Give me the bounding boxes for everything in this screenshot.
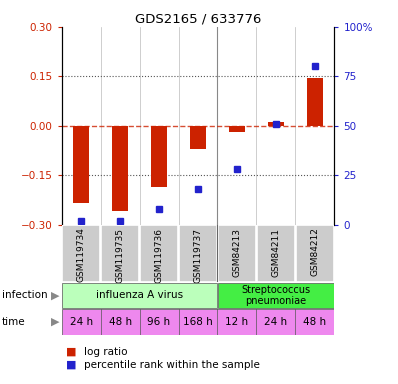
Bar: [140, 225, 178, 282]
Text: log ratio: log ratio: [84, 347, 127, 357]
Bar: [62, 225, 100, 282]
Text: GSM84212: GSM84212: [310, 227, 319, 276]
Bar: [151, 126, 167, 187]
Text: GSM84211: GSM84211: [271, 227, 281, 276]
Bar: [190, 126, 206, 149]
Text: 48 h: 48 h: [109, 317, 132, 327]
Bar: [229, 126, 245, 132]
Bar: [296, 225, 334, 282]
Text: GSM119737: GSM119737: [193, 227, 203, 283]
Bar: [101, 225, 139, 282]
Text: ■: ■: [66, 360, 76, 370]
Bar: [218, 225, 256, 282]
Text: GSM119736: GSM119736: [154, 227, 164, 283]
Text: 48 h: 48 h: [303, 317, 326, 327]
Bar: [62, 283, 217, 308]
Bar: [112, 126, 128, 212]
Text: 24 h: 24 h: [264, 317, 287, 327]
Bar: [218, 283, 334, 308]
Title: GDS2165 / 633776: GDS2165 / 633776: [135, 13, 261, 26]
Text: 96 h: 96 h: [148, 317, 171, 327]
Text: Streptococcus
pneumoniae: Streptococcus pneumoniae: [241, 285, 310, 306]
Text: 168 h: 168 h: [183, 317, 213, 327]
Bar: [268, 122, 284, 126]
Text: ▶: ▶: [51, 317, 59, 327]
Text: GSM119734: GSM119734: [77, 227, 86, 282]
Text: infection: infection: [2, 290, 48, 300]
Bar: [179, 225, 217, 282]
Text: 12 h: 12 h: [225, 317, 248, 327]
Text: time: time: [2, 317, 25, 327]
Bar: [73, 126, 89, 203]
Text: 24 h: 24 h: [70, 317, 93, 327]
Text: ▶: ▶: [51, 290, 59, 300]
Text: influenza A virus: influenza A virus: [96, 290, 183, 301]
Text: GSM119735: GSM119735: [115, 227, 125, 283]
Text: GSM84213: GSM84213: [232, 227, 242, 276]
Text: ■: ■: [66, 347, 76, 357]
Text: percentile rank within the sample: percentile rank within the sample: [84, 360, 259, 370]
Bar: [257, 225, 295, 282]
Bar: [307, 78, 323, 126]
